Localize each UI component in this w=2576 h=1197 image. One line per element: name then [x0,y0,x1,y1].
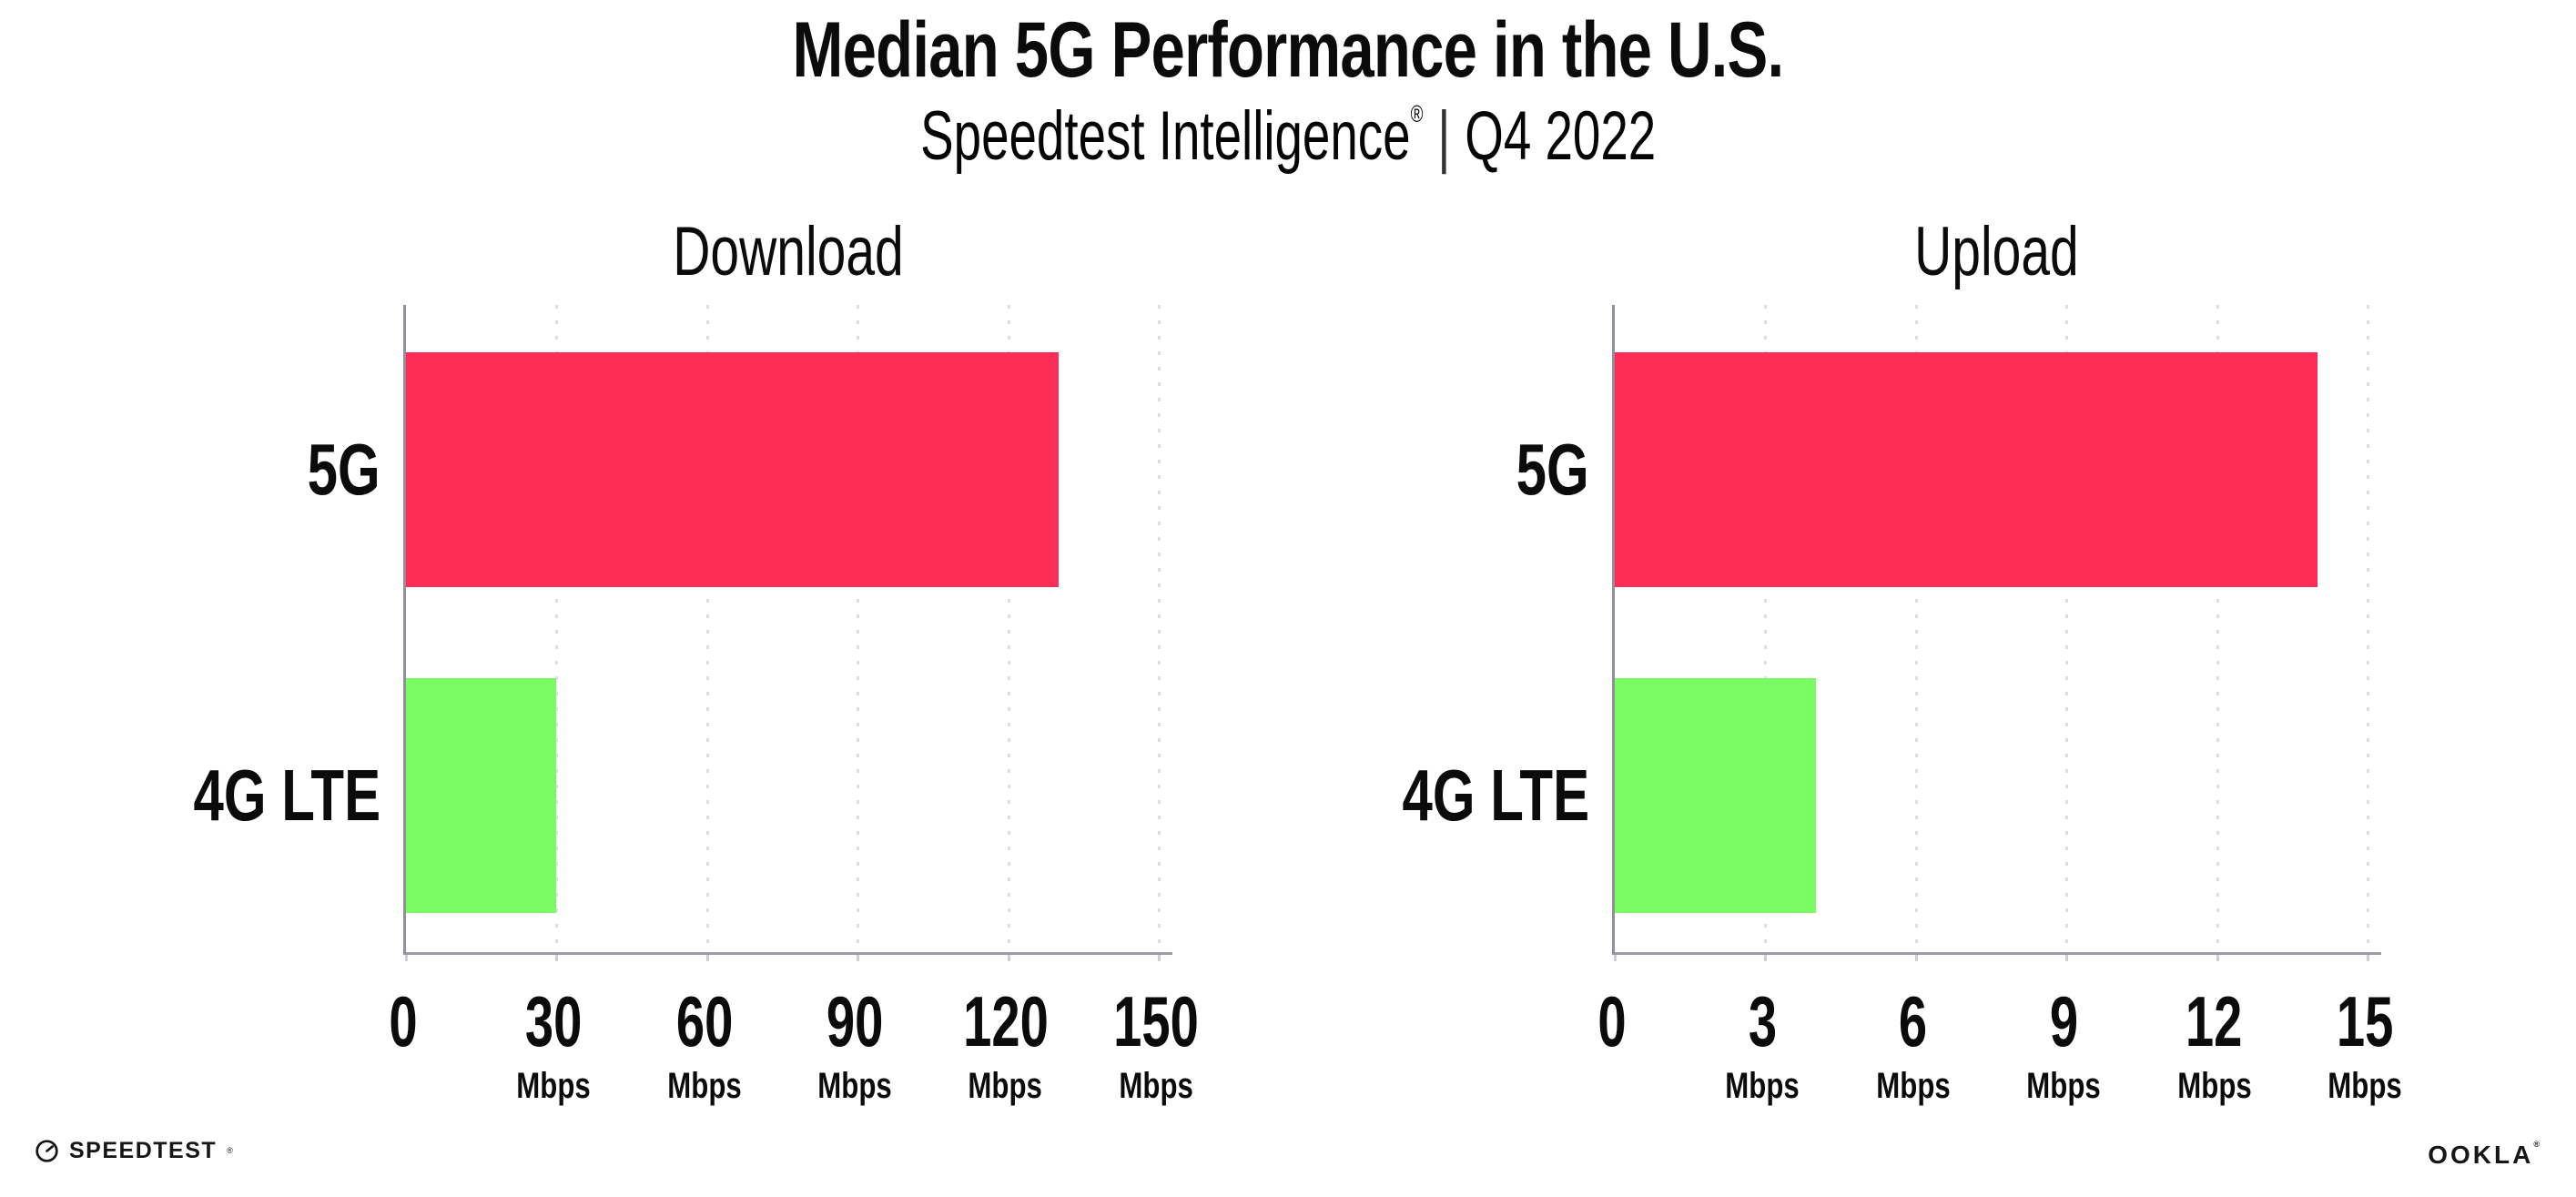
category-label-5g: 5G [307,429,380,510]
x-tick-unit: Mbps [1876,1066,1951,1106]
x-tick-value: 3 [1748,981,1778,1061]
download-plot-area: 5G 4G LTE [193,305,1172,961]
gridline-60 [705,305,709,952]
gridline-90 [857,305,860,952]
page-title-text: Median 5G Performance in the U.S. [792,6,1785,94]
axis-tick-mark [405,955,408,961]
gridline-6 [1914,305,1918,952]
x-tick-unit: Mbps [516,1066,592,1106]
x-tick-unit: Mbps [2176,1066,2252,1106]
bar-upload-5g [1615,352,2317,587]
speedtest-registered-mark: ® [227,1145,233,1155]
axis-tick-mark [2065,955,2069,961]
gridline-9 [2065,305,2069,952]
x-tick-label-30: 30 Mbps [506,986,601,1104]
page-title: Median 5G Performance in the U.S. [0,6,2576,94]
header: Median 5G Performance in the U.S. Speedt… [0,0,2576,173]
upload-chart: Upload 5G 4G LTE 0 3 Mbps 6 Mbps 9 Mbps 12 Mbps 15… [1402,218,2401,1105]
x-tick-label-6: 6 Mbps [1866,986,1961,1104]
x-tick-label-0: 0 [1592,986,1631,1057]
category-label-4g-lte: 4G LTE [193,755,380,836]
download-chart: Download 5G 4G LTE 0 30 Mbps 60 Mbps 90 Mbps 120… [193,218,1198,1105]
axis-tick-mark [2216,955,2219,961]
ookla-logo: OOKLA® [2428,1140,2542,1170]
download-chart-title: Download [672,213,904,290]
x-tick-label-150: 150 Mbps [1097,986,1215,1104]
upload-plot-area: 5G 4G LTE [1402,305,2381,961]
axis-tick-mark [1914,955,1918,961]
axis-tick-mark [705,955,709,961]
upload-x-axis-labels: 0 3 Mbps 6 Mbps 9 Mbps 12 Mbps 15 Mbps [1597,986,2401,1168]
x-tick-unit: Mbps [667,1066,742,1106]
page-subtitle: Speedtest Intelligence® | Q4 2022 [0,100,2576,173]
x-tick-unit: Mbps [968,1066,1043,1106]
x-tick-label-9: 9 Mbps [2016,986,2111,1104]
bar-download-4g-lte [406,678,557,913]
ookla-wordmark: OOKLA [2428,1141,2534,1169]
speedtest-gauge-icon [35,1140,58,1162]
x-tick-value: 120 [962,981,1049,1061]
speedtest-logo: SPEEDTEST ® [35,1138,233,1164]
x-tick-value: 6 [1899,981,1928,1061]
x-tick-value: 60 [675,981,734,1061]
x-tick-label-0: 0 [383,986,422,1057]
gridline-12 [2216,305,2219,952]
category-label-4g-lte: 4G LTE [1402,755,1589,836]
x-tick-value: 0 [1597,981,1627,1061]
download-x-axis-labels: 0 30 Mbps 60 Mbps 90 Mbps 120 Mbps 150 Mbps [389,986,1198,1168]
x-tick-value: 15 [2336,981,2394,1061]
x-tick-unit: Mbps [1725,1066,1800,1106]
axis-tick-mark [1007,955,1010,961]
subtitle-separator: | [1437,97,1451,176]
registered-trademark-mark: ® [1410,100,1424,128]
x-tick-unit: Mbps [817,1066,892,1106]
subtitle-period: Q4 2022 [1465,97,1657,176]
axis-tick-mark [555,955,559,961]
speedtest-wordmark: SPEEDTEST [69,1138,218,1163]
x-tick-label-90: 90 Mbps [807,986,902,1104]
x-tick-value: 12 [2186,981,2243,1061]
gridline-3 [1764,305,1768,952]
gridline-30 [555,305,559,952]
axis-tick-mark [1764,955,1768,961]
category-label-5g: 5G [1516,429,1589,510]
axis-tick-mark [2367,955,2369,961]
x-tick-value: 150 [1113,981,1199,1061]
x-tick-unit: Mbps [1119,1066,1193,1106]
x-tick-value: 9 [2049,981,2078,1061]
x-tick-unit: Mbps [2026,1066,2101,1106]
bar-download-5g [406,352,1059,587]
x-tick-label-3: 3 Mbps [1715,986,1810,1104]
x-tick-label-15: 15 Mbps [2317,986,2412,1104]
x-tick-value: 30 [525,981,583,1061]
axis-tick-mark [857,955,860,961]
x-tick-unit: Mbps [2328,1066,2402,1106]
bar-upload-4g-lte [1615,678,1816,913]
x-tick-label-120: 120 Mbps [947,986,1065,1104]
upload-chart-title: Upload [1914,213,2079,290]
x-tick-value: 0 [389,981,418,1061]
gridline-15 [2367,305,2369,952]
x-tick-value: 90 [826,981,884,1061]
x-tick-label-12: 12 Mbps [2166,986,2261,1104]
x-tick-label-60: 60 Mbps [657,986,752,1104]
ookla-registered-mark: ® [2533,1140,2542,1149]
gridline-120 [1007,305,1010,952]
axis-tick-mark [1614,955,1617,961]
axis-tick-mark [1158,955,1161,961]
gridline-150 [1158,305,1161,952]
subtitle-brand: Speedtest Intelligence [919,97,1411,176]
